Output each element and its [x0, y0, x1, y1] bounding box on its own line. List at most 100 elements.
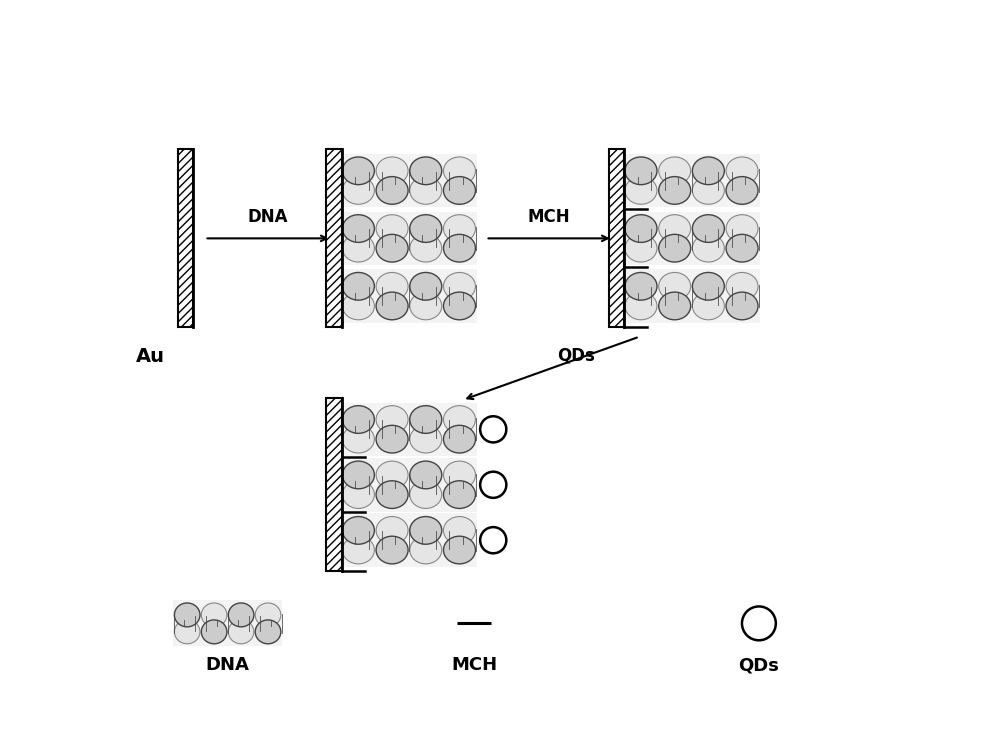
Ellipse shape	[342, 461, 374, 488]
Ellipse shape	[659, 157, 691, 185]
Bar	[609, 150, 624, 328]
Ellipse shape	[342, 517, 374, 545]
Text: MCH: MCH	[451, 657, 497, 675]
Ellipse shape	[376, 177, 408, 204]
Bar	[341, 269, 477, 323]
Text: QDs: QDs	[738, 657, 779, 675]
Ellipse shape	[726, 234, 758, 262]
Ellipse shape	[692, 292, 724, 320]
Ellipse shape	[410, 292, 442, 320]
Ellipse shape	[342, 405, 374, 433]
Ellipse shape	[255, 620, 281, 644]
Ellipse shape	[342, 272, 374, 300]
Bar	[623, 212, 760, 266]
Ellipse shape	[443, 292, 475, 320]
Ellipse shape	[625, 234, 657, 262]
Ellipse shape	[443, 536, 475, 564]
Ellipse shape	[726, 215, 758, 242]
Ellipse shape	[726, 292, 758, 320]
Text: Au: Au	[136, 346, 165, 366]
Ellipse shape	[255, 603, 281, 627]
Circle shape	[480, 416, 506, 442]
Ellipse shape	[659, 292, 691, 320]
Ellipse shape	[443, 481, 475, 509]
Text: QDs: QDs	[557, 346, 595, 364]
Ellipse shape	[342, 177, 374, 204]
Ellipse shape	[659, 272, 691, 300]
Ellipse shape	[201, 620, 227, 644]
Ellipse shape	[342, 481, 374, 509]
Ellipse shape	[376, 517, 408, 545]
Ellipse shape	[376, 234, 408, 262]
Ellipse shape	[625, 215, 657, 242]
Ellipse shape	[692, 157, 724, 185]
Ellipse shape	[443, 461, 475, 488]
Ellipse shape	[410, 234, 442, 262]
Text: DNA: DNA	[206, 657, 250, 675]
Ellipse shape	[726, 177, 758, 204]
Text: MCH: MCH	[528, 208, 570, 226]
Ellipse shape	[376, 215, 408, 242]
Ellipse shape	[443, 272, 475, 300]
Ellipse shape	[726, 157, 758, 185]
Bar	[341, 402, 477, 456]
Ellipse shape	[443, 177, 475, 204]
Ellipse shape	[410, 481, 442, 509]
Ellipse shape	[692, 177, 724, 204]
Ellipse shape	[692, 272, 724, 300]
Circle shape	[480, 527, 506, 554]
Ellipse shape	[625, 177, 657, 204]
Ellipse shape	[692, 234, 724, 262]
Ellipse shape	[625, 157, 657, 185]
Bar	[341, 212, 477, 266]
Ellipse shape	[625, 272, 657, 300]
Ellipse shape	[410, 177, 442, 204]
Ellipse shape	[659, 215, 691, 242]
Ellipse shape	[410, 461, 442, 488]
Ellipse shape	[376, 272, 408, 300]
Ellipse shape	[228, 620, 254, 644]
Circle shape	[742, 607, 776, 640]
Bar	[326, 398, 342, 571]
Ellipse shape	[376, 461, 408, 488]
Ellipse shape	[692, 215, 724, 242]
Ellipse shape	[443, 234, 475, 262]
Ellipse shape	[659, 234, 691, 262]
Bar	[341, 154, 477, 207]
Ellipse shape	[342, 157, 374, 185]
Bar	[341, 513, 477, 567]
Ellipse shape	[410, 517, 442, 545]
Ellipse shape	[376, 157, 408, 185]
Bar	[623, 269, 760, 323]
Ellipse shape	[201, 603, 227, 627]
Ellipse shape	[443, 426, 475, 453]
Ellipse shape	[443, 157, 475, 185]
Ellipse shape	[443, 517, 475, 545]
Circle shape	[480, 472, 506, 498]
Ellipse shape	[376, 426, 408, 453]
Ellipse shape	[410, 157, 442, 185]
Bar	[173, 600, 282, 646]
Ellipse shape	[410, 536, 442, 564]
Ellipse shape	[376, 536, 408, 564]
Ellipse shape	[342, 215, 374, 242]
Ellipse shape	[174, 603, 200, 627]
Ellipse shape	[342, 426, 374, 453]
Ellipse shape	[410, 426, 442, 453]
Bar	[178, 150, 193, 328]
Ellipse shape	[443, 405, 475, 433]
Ellipse shape	[342, 292, 374, 320]
Bar	[341, 458, 477, 512]
Ellipse shape	[174, 620, 200, 644]
Ellipse shape	[376, 405, 408, 433]
Ellipse shape	[376, 292, 408, 320]
Ellipse shape	[659, 177, 691, 204]
Ellipse shape	[228, 603, 254, 627]
Ellipse shape	[443, 215, 475, 242]
Ellipse shape	[410, 215, 442, 242]
Ellipse shape	[410, 272, 442, 300]
Ellipse shape	[625, 292, 657, 320]
Text: DNA: DNA	[248, 208, 288, 226]
Ellipse shape	[726, 272, 758, 300]
Bar	[326, 150, 342, 328]
